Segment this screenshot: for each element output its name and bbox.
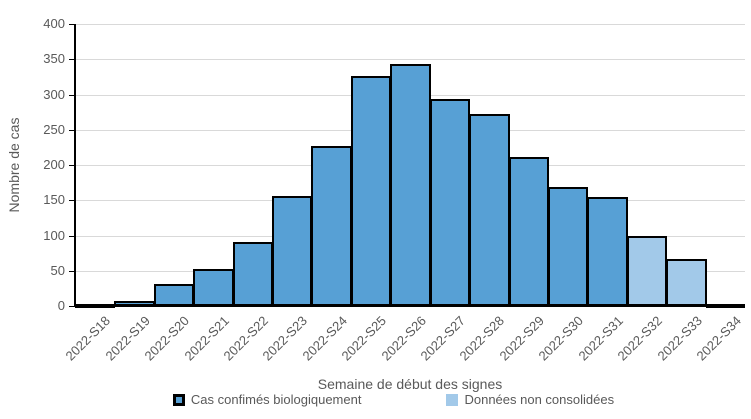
bar-2022-S29 [508,157,549,306]
bar-2022-S28 [469,114,510,306]
y-tick-label-0: 0 [57,298,65,313]
bar-2022-S24 [311,145,352,306]
y-tick-mark-100 [69,236,75,237]
y-axis-line [74,24,76,307]
bar-2022-S26 [390,64,431,306]
legend-entry-confirmed: Cas confimés biologiquement [172,392,362,407]
legend-label-confirmed: Cas confimés biologiquement [190,392,362,407]
x-axis-line [74,305,745,307]
legend: Cas confimés biologiquement Données non … [18,392,751,407]
y-tick-mark-0 [69,306,75,307]
confirmed-series-swatch-icon [172,393,185,406]
y-tick-mark-350 [69,59,75,60]
bar-2022-S27 [429,99,471,306]
bar-2022-S25 [350,76,392,306]
bar-2022-S30 [547,186,589,306]
y-tick-mark-150 [69,200,75,201]
gridline-400 [75,24,745,25]
gridline-350 [75,59,745,60]
y-tick-label-250: 250 [43,122,65,137]
y-tick-mark-50 [69,271,75,272]
y-tick-label-100: 100 [43,228,65,243]
y-tick-label-150: 150 [43,192,65,207]
y-tick-mark-400 [69,24,75,25]
legend-label-unconsolidated: Données non consolidées [464,392,615,407]
y-tick-mark-200 [69,165,75,166]
y-tick-label-200: 200 [43,157,65,172]
legend-entry-unconsolidated: Données non consolidées [446,392,614,407]
bar-2022-S32 [626,235,668,306]
y-tick-label-400: 400 [43,16,65,31]
x-axis-title: Semaine de début des signes [317,376,503,392]
bar-2022-S23 [272,196,313,306]
y-tick-mark-250 [69,130,75,131]
bar-2022-S21 [193,269,234,306]
bar-2022-S33 [666,259,707,306]
y-tick-label-300: 300 [43,87,65,102]
bar-2022-S20 [153,284,195,306]
y-tick-label-50: 50 [50,263,65,278]
bar-2022-S22 [232,241,274,306]
unconsolidated-series-swatch-icon [446,393,459,406]
y-tick-mark-300 [69,95,75,96]
y-tick-label-350: 350 [43,51,65,66]
bar-2022-S31 [587,197,628,306]
